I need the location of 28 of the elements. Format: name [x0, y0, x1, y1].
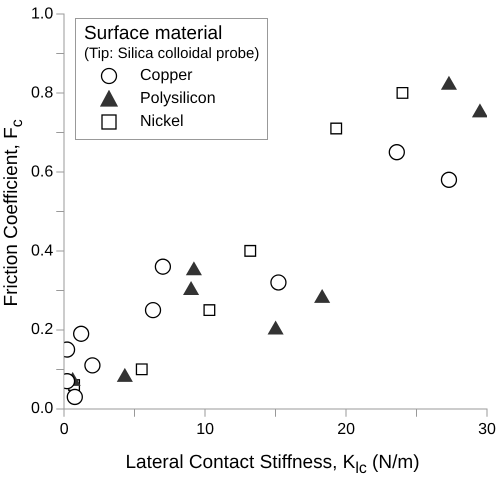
x-tick-label: 10 [196, 420, 214, 438]
point [144, 302, 162, 318]
y-tick-label: 0.2 [30, 321, 54, 338]
y-tick-label: 0.0 [30, 400, 54, 418]
point [66, 388, 83, 406]
legend-label: Nickel [140, 112, 184, 130]
point [154, 258, 172, 275]
y-tick-label: 1.0 [30, 5, 54, 22]
point [388, 144, 405, 160]
point [244, 244, 256, 257]
x-tick-label: 30 [478, 420, 496, 438]
point [136, 363, 148, 376]
y-tick-label: 0.4 [30, 242, 54, 260]
y-tick-label: 0.8 [30, 84, 54, 102]
legend-label: Polysilicon [140, 90, 216, 108]
legend-label: Copper [140, 66, 192, 84]
x-tick-label: 0 [60, 420, 69, 438]
point [270, 274, 287, 291]
x-tick-label: 20 [337, 420, 356, 438]
point [73, 326, 90, 342]
legend-title: Surface material (Tip: Silica colloidal probe) [84, 23, 260, 62]
point [440, 172, 458, 188]
point [84, 357, 101, 374]
x-axis-title: Lateral Contact Stiffness, K$_{lc}$ (N/m) [124, 452, 421, 478]
y-tick-label: 0.6 [30, 163, 54, 180]
point [203, 304, 216, 316]
point [396, 87, 408, 99]
point [330, 122, 342, 134]
